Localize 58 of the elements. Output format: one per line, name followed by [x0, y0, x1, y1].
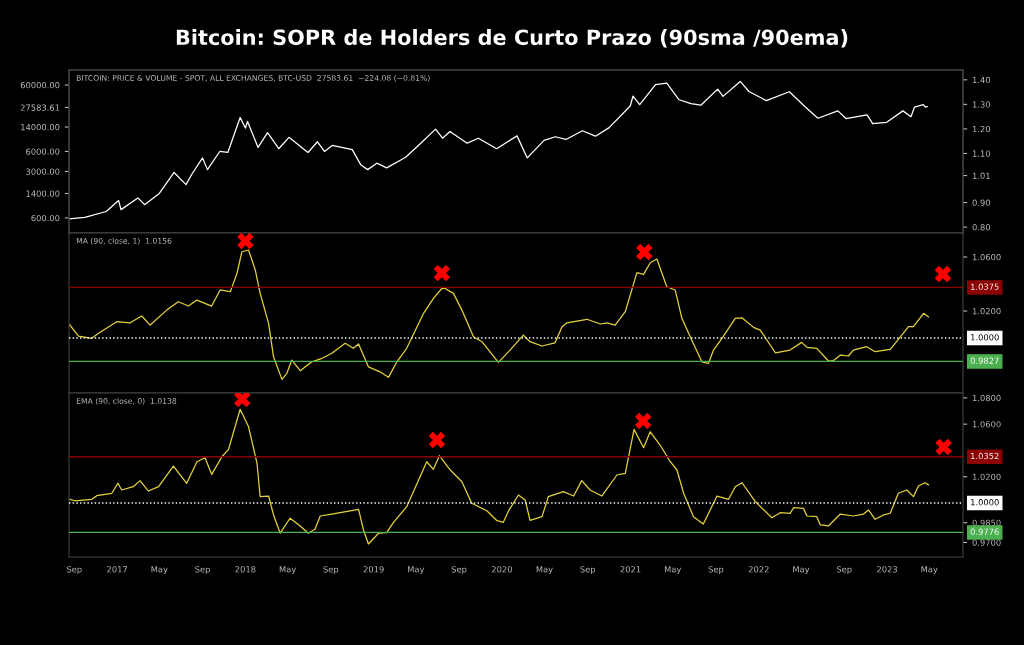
- x-tick-label: Sep: [451, 566, 467, 575]
- y2-tick-label: 1.20: [972, 125, 991, 133]
- point: [428, 431, 446, 449]
- point: [234, 393, 251, 408]
- y-tick-label: 600.00: [31, 214, 60, 222]
- y-tick-label: 1400.00: [26, 190, 60, 197]
- y-tick-label: 60000.00: [20, 82, 60, 89]
- x-tick-label: 2023: [877, 566, 898, 573]
- x-tick-label: Sep: [195, 566, 210, 575]
- x-tick-label: May: [664, 566, 682, 575]
- x-tick-label: 2019: [363, 566, 384, 573]
- y2-tick-label: 1.01: [972, 172, 990, 179]
- x-tick-label: May: [408, 566, 425, 575]
- y-tick-label: 3000.00: [26, 168, 60, 175]
- line-series: [69, 80, 929, 220]
- ref-line-label: 0.9827: [970, 357, 999, 364]
- y-tick-label: 1.0200: [972, 308, 1001, 315]
- y-tick-label: 14000.00: [21, 124, 60, 131]
- point: [237, 233, 254, 250]
- point: [433, 264, 451, 282]
- point: [935, 438, 952, 456]
- x-tick-label: May: [279, 566, 296, 575]
- y2-tick-label: 1.40: [972, 76, 991, 84]
- x-tick-label: May: [921, 566, 938, 575]
- chart-title: Bitcoin: SOPR de Holders de Curto Prazo (90sma /90ema): [176, 29, 848, 48]
- point: [635, 412, 652, 430]
- y-tick-label: 0.9850: [972, 519, 1001, 526]
- x-tick-label: Sep: [66, 566, 82, 575]
- x-tick-label: 2018: [235, 566, 256, 573]
- x-tick-label: 2021: [620, 566, 641, 573]
- y-tick-label: 6000.00: [26, 148, 60, 155]
- x-tick-label: May: [151, 566, 168, 575]
- x-tick-label: 2022: [748, 566, 769, 573]
- y2-tick-label: 1.10: [972, 150, 991, 157]
- y2-tick-label: 0.80: [972, 224, 991, 231]
- y2-tick-label: 1.30: [972, 101, 991, 108]
- ref-line-label: 1.0375: [971, 283, 999, 290]
- x-tick-label: May: [793, 566, 810, 575]
- point: [636, 243, 653, 261]
- x-tick-label: May: [536, 566, 553, 575]
- ref-line-label: 1.0000: [971, 499, 999, 506]
- x-tick-label: Sep: [836, 566, 852, 575]
- x-tick-label: Sep: [708, 566, 724, 575]
- ref-line-label: 0.9776: [970, 528, 999, 535]
- x-tick-label: Sep: [580, 566, 596, 575]
- y2-tick-label: 0.90: [972, 199, 991, 206]
- x-tick-label: 2020: [491, 566, 512, 573]
- y-tick-label: 1.0200: [972, 473, 1001, 480]
- y-tick-label: 1.0600: [972, 421, 1001, 428]
- y-tick-label: 1.0600: [972, 254, 1001, 261]
- y-tick-label: 27583.61: [20, 104, 60, 111]
- x-tick-label: 2017: [107, 566, 128, 573]
- ref-line-label: 1.0352: [971, 452, 999, 460]
- x-tick-label: Sep: [323, 566, 339, 575]
- y-tick-label: 1.0800: [972, 394, 1001, 402]
- y-tick-label: 0.9700: [972, 539, 1001, 546]
- point: [934, 265, 952, 283]
- ref-line-label: 1.0000: [971, 334, 999, 341]
